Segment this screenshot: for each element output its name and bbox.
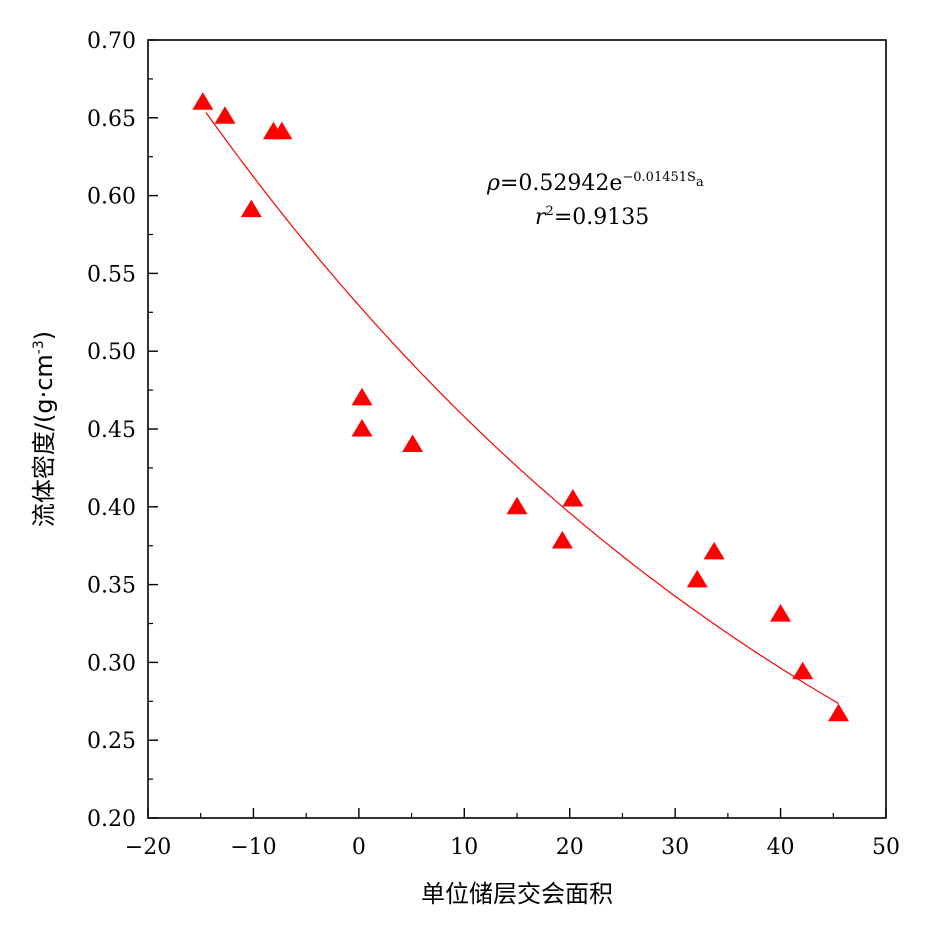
y-tick-label: 0.65 [87,107,136,132]
r-squared-label: r2=0.9135 [535,204,649,230]
x-tick-label: 30 [661,835,689,860]
data-point [271,121,293,140]
y-tick-label: 0.40 [87,496,136,521]
plot-frame [147,39,887,819]
data-point [351,419,373,437]
y-axis-title: 流体密度/(g·cm-3) [30,331,58,527]
x-tick-label: 50 [872,835,900,860]
y-tick-label: 0.45 [87,418,136,443]
y-tick-label: 0.20 [87,807,136,832]
axis-ticks [147,39,887,819]
data-point [551,531,573,549]
x-tick-label: 20 [556,835,584,860]
data-point [240,199,262,218]
y-tick-label: 0.70 [87,29,136,54]
x-axis-title: 单位储层交会面积 [421,880,613,908]
fit-curve [205,112,839,705]
y-tick-label: 0.60 [87,185,136,210]
axis-tick-labels: −20 −10 0 10 20 30 40 50 0.20 0.25 0.30 0.35 0.40 0.4… [87,29,900,860]
y-tick-label: 0.30 [87,651,136,676]
x-tick-label: −20 [125,835,171,860]
data-point [351,387,373,406]
data-point [828,703,850,722]
data-point [214,106,236,124]
data-point [192,92,214,110]
y-tick-label: 0.50 [87,340,136,365]
data-point [562,489,584,507]
data-point [402,434,424,453]
data-point [703,541,725,560]
data-point [686,569,708,588]
data-point [506,496,528,515]
y-tick-label: 0.55 [87,262,136,287]
y-tick-label: 0.25 [87,729,136,754]
x-tick-label: −10 [230,835,276,860]
data-points [192,92,850,722]
data-point [770,604,792,622]
y-tick-label: 0.35 [87,574,136,599]
fit-equation: ρ=0.52942e−0.01451Sa [486,170,704,196]
data-point [792,661,814,680]
x-tick-label: 0 [352,835,366,860]
x-tick-label: 40 [767,835,795,860]
x-tick-label: 10 [450,835,478,860]
